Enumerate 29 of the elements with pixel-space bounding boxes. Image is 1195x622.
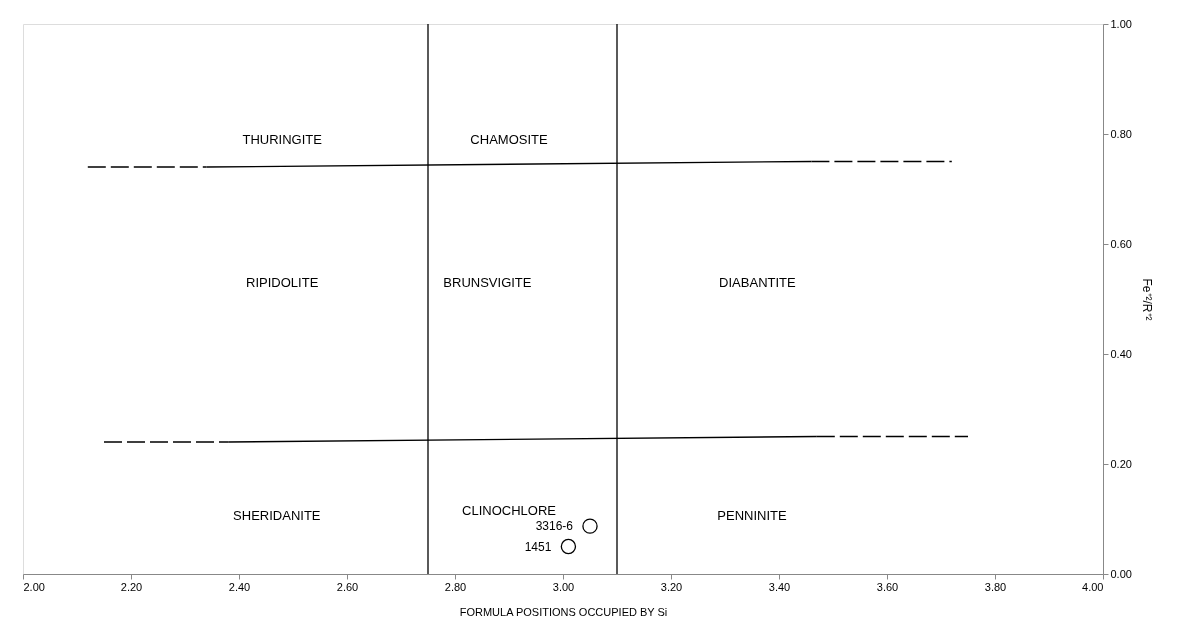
x-tick-label: 3.60 — [876, 580, 899, 593]
x-tick-label: 3.40 — [768, 580, 791, 593]
annotation: DIABANTITE — [719, 274, 797, 290]
x-tick-label: 3.00 — [552, 580, 575, 593]
annotation: 1451 — [524, 539, 552, 554]
x-tick-label: 2.40 — [228, 580, 251, 593]
y-tick-label: 1.00 — [1110, 17, 1132, 30]
x-tick-label: 2.00 — [23, 580, 45, 593]
y-tick-label: 0.00 — [1110, 567, 1132, 580]
annotation: CHAMOSITE — [470, 131, 548, 147]
y-tick-label: 0.40 — [1110, 347, 1132, 360]
x-tick-label: 2.20 — [120, 580, 143, 593]
y-tick-label: 0.80 — [1110, 127, 1132, 140]
annotation: RIPIDOLITE — [246, 274, 319, 290]
y-tick-label: 0.60 — [1110, 237, 1132, 250]
x-tick-label: 2.80 — [444, 580, 467, 593]
annotation: THURINGITE — [242, 131, 323, 147]
x-tick-label: 3.80 — [984, 580, 1007, 593]
x-tick-label: 3.20 — [660, 580, 683, 593]
x-tick-label: 4.00 — [1082, 580, 1104, 593]
annotation: SHERIDANITE — [233, 508, 321, 524]
y-tick-label: 0.20 — [1110, 457, 1132, 470]
x-axis-title: FORMULA POSITIONS OCCUPIED BY Si — [459, 605, 668, 618]
x-tick-label: 2.60 — [336, 580, 359, 593]
annotation: BRUNSVIGITE — [443, 274, 532, 290]
annotation: 3316-6 — [535, 519, 574, 534]
annotation: CLINOCHLORE — [462, 502, 557, 518]
annotation: PENNINITE — [717, 508, 787, 524]
y-axis-title: Fe⁺²/R⁺² — [1139, 278, 1154, 321]
